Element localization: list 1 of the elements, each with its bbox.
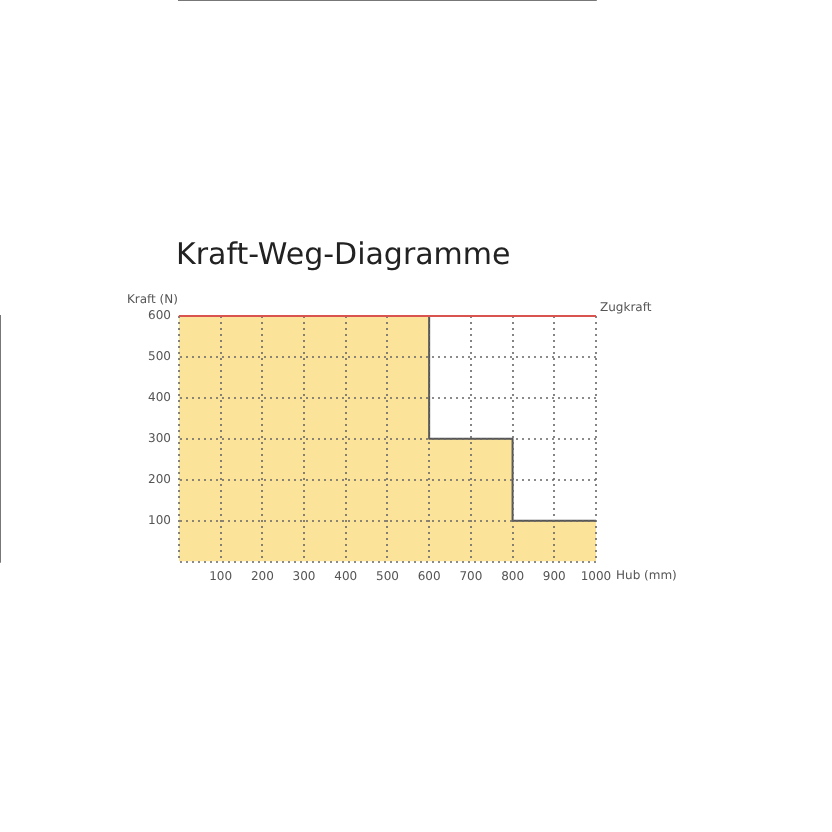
chart-title: Kraft-Weg-Diagramme: [176, 236, 511, 272]
